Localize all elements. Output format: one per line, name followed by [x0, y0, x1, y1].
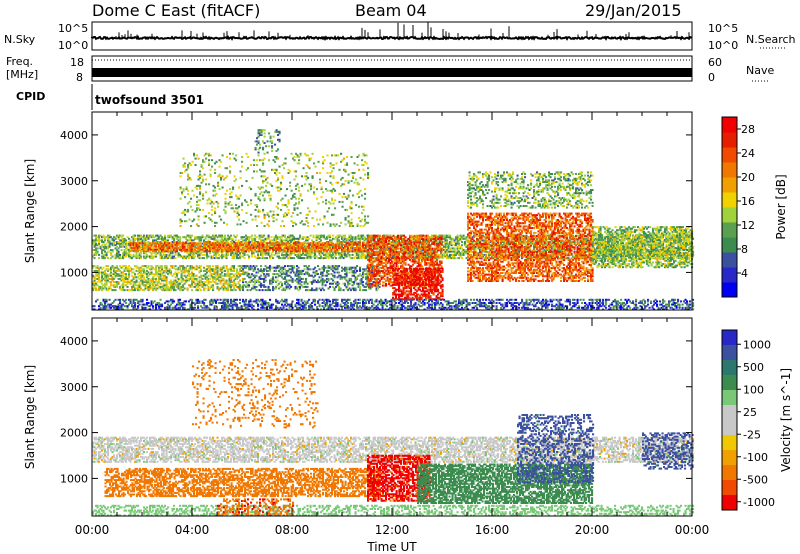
heatmap-cell: [268, 235, 270, 237]
heatmap-cell: [125, 239, 127, 241]
heatmap-cell: [109, 239, 111, 241]
nave-tick-top: 60: [708, 56, 722, 69]
heatmap-cell: [202, 235, 204, 237]
nsky-trace: [92, 22, 692, 39]
heatmap-cell: [224, 235, 226, 237]
heatmap-cell: [209, 252, 211, 254]
heatmap-cell: [308, 238, 310, 240]
heatmap-cell: [257, 252, 259, 254]
heatmap-cell: [335, 257, 337, 259]
heatmap-cell: [263, 235, 265, 237]
heatmap-cell: [236, 235, 238, 237]
heatmap-cell: [112, 256, 114, 258]
heatmap-cell: [119, 254, 121, 256]
heatmap-cell: [272, 257, 274, 259]
date-title: 29/Jan/2015: [585, 1, 682, 20]
nsearch-tick-top: 10^5: [708, 22, 738, 35]
heatmap-cell: [284, 235, 286, 237]
heatmap-cell: [179, 236, 181, 238]
heatmap-cell: [332, 235, 334, 237]
heatmap-cell: [271, 236, 273, 238]
heatmap-cell: [446, 239, 448, 241]
nsearch-label: N.Search: [746, 33, 796, 46]
heatmap-cell: [217, 239, 219, 241]
heatmap-cell: [344, 235, 346, 237]
heatmap-cell: [208, 256, 210, 258]
heatmap-cell: [191, 235, 193, 237]
heatmap-cell: [232, 238, 234, 240]
heatmap-cell: [235, 239, 237, 241]
freq-label-2: [MHz]: [6, 68, 38, 81]
cpid-label: CPID: [16, 90, 45, 103]
nsky-label: N.Sky: [4, 33, 36, 46]
nsearch-tick-bottom: 10^0: [708, 39, 738, 52]
heatmap-cell: [329, 235, 331, 237]
heatmap-cell: [268, 252, 270, 254]
radar-summary-plot: Dome C East (fitACF) Beam 04 29/Jan/2015…: [0, 0, 800, 554]
nave-label: Nave: [746, 64, 774, 77]
freq-tick-top: 18: [70, 56, 84, 69]
heatmap-cell: [320, 239, 322, 241]
site-title: Dome C East (fitACF): [92, 1, 260, 20]
heatmap-cell: [118, 251, 120, 253]
cpid-row: CPID twofsound 3501: [16, 84, 204, 110]
heatmap-cell: [122, 235, 124, 237]
heatmap-cell: [121, 249, 123, 251]
heatmap-cell: [244, 257, 246, 259]
nsky-tick-top: 10^5: [58, 22, 88, 35]
nsky-strip: N.Sky 10^5 10^0 10^5 10^0 N.Search: [4, 22, 796, 52]
heatmap-cell: [175, 257, 177, 259]
heatmap-cell: [112, 249, 114, 251]
heatmap-cell: [259, 257, 261, 259]
heatmap-cell: [248, 256, 250, 258]
heatmap-cell: [94, 257, 96, 259]
heatmap-cell: [323, 235, 325, 237]
nsky-tick-bottom: 10^0: [58, 39, 88, 52]
heatmap-cell: [134, 235, 136, 237]
heatmap-cell: [130, 239, 132, 241]
heatmap-cell: [164, 235, 166, 237]
heatmap-cell: [352, 254, 354, 256]
heatmap-cell: [194, 256, 196, 258]
heatmap-cell: [140, 256, 142, 258]
heatmap-cell: [310, 235, 312, 237]
heatmap-cell: [293, 257, 295, 259]
freq-label-1: Freq.: [6, 55, 33, 68]
heatmap-cell: [299, 235, 301, 237]
heatmap-cell: [140, 252, 142, 254]
freq-strip: Freq. [MHz] 18 8 60 0 Nave: [6, 55, 774, 84]
beam-title: Beam 04: [355, 1, 427, 20]
heatmap-cell: [130, 254, 132, 256]
heatmap-cell: [98, 257, 100, 259]
heatmap-cell: [349, 254, 351, 256]
heatmap-cell: [97, 247, 99, 249]
power-heatmap-cells: [92, 129, 694, 310]
heatmap-cell: [203, 257, 205, 259]
heatmap-cell: [98, 254, 100, 256]
heatmap-cell: [278, 252, 280, 254]
heatmap-cell: [256, 236, 258, 238]
freq-trace: [92, 68, 692, 77]
freq-tick-bottom: 8: [76, 71, 83, 84]
cpid-value: twofsound 3501: [95, 93, 204, 107]
heatmap-cell: [251, 235, 253, 237]
heatmap-cell: [266, 257, 268, 259]
heatmap-cell: [107, 257, 109, 259]
heatmap-cell: [97, 251, 99, 253]
heatmap-cell: [167, 239, 169, 241]
heatmap-cell: [230, 235, 232, 237]
nave-tick-bottom: 0: [708, 71, 715, 84]
heatmap-cell: [449, 235, 451, 237]
heatmap-cell: [313, 235, 315, 237]
